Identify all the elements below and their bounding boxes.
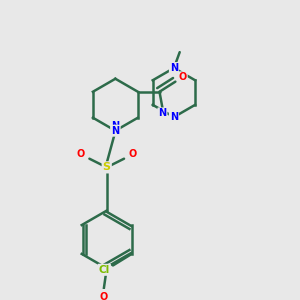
Text: N: N <box>158 108 166 118</box>
Text: O: O <box>76 149 85 159</box>
Text: N: N <box>111 126 119 136</box>
Text: N: N <box>111 121 119 130</box>
Text: Cl: Cl <box>99 265 110 275</box>
Text: S: S <box>103 162 111 172</box>
Text: O: O <box>178 72 187 82</box>
Text: N: N <box>170 112 178 122</box>
Text: N: N <box>170 63 178 73</box>
Text: O: O <box>100 292 108 300</box>
Text: O: O <box>129 149 137 159</box>
